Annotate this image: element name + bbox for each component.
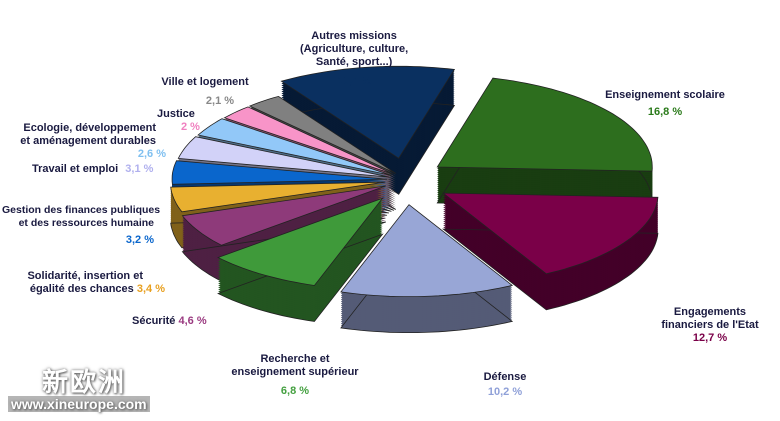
label-text: Ecologie, développement <box>23 122 156 134</box>
watermark-logo: 新欧洲 <box>42 367 127 397</box>
value-label: 2,6 % <box>137 148 166 160</box>
label-travail: Travail et emploi 3,1 % <box>32 163 153 176</box>
label-text: Solidarité, insertion et <box>27 270 143 282</box>
label-autres: Autres missions (Agriculture, culture, S… <box>300 30 408 88</box>
slice-top <box>217 197 384 286</box>
value-label: 10,4 % <box>336 75 372 87</box>
value-label: 3,1 % <box>125 163 154 175</box>
watermark: 新欧洲 www.xineurope.com <box>8 368 150 412</box>
slice-top <box>170 181 386 213</box>
value-label: 16,8 % <box>647 106 683 118</box>
label-text: et aménagement durables <box>20 135 156 147</box>
slice-side-edge <box>441 228 659 311</box>
slice-side-edge <box>170 217 386 249</box>
slice-top <box>197 118 392 176</box>
label-text: Engagements <box>673 306 747 318</box>
slice-top <box>181 185 386 246</box>
label-line: égalité des chances 3,4 % <box>20 283 165 296</box>
label-text: Sécurité <box>132 315 176 327</box>
label-engagements: Engagements financiers de l'Etat 12,7 % <box>650 306 770 345</box>
label-ville: Ville et logement 2,1 % <box>150 76 260 108</box>
slice-top <box>280 65 456 159</box>
slice-side-edge <box>217 233 384 322</box>
watermark-url: www.xineurope.com <box>8 396 150 412</box>
slice-top <box>340 204 514 297</box>
label-text: Santé, sport...) <box>315 56 393 68</box>
label-text: financiers de l'Etat <box>661 319 759 331</box>
value-label: 3,2 % <box>125 234 154 246</box>
label-text: Recherche et <box>260 353 330 365</box>
pie-slice <box>217 197 384 322</box>
label-text: Autres missions <box>311 30 397 42</box>
label-solidarite: Solidarité, insertion et égalité des cha… <box>20 270 165 296</box>
value-label: 10,2 % <box>487 386 523 398</box>
label-securite: Sécurité 4,6 % <box>132 315 207 328</box>
slice-top <box>436 77 653 172</box>
slice-top <box>248 95 397 174</box>
slice-top <box>441 192 659 275</box>
label-text: Défense <box>483 371 527 383</box>
label-text: Enseignement scolaire <box>605 89 725 101</box>
label-recherche: Recherche et enseignement supérieur 6,8 … <box>225 353 365 398</box>
value-label: 2,1 % <box>205 95 235 107</box>
value-label: 6,8 % <box>280 385 310 397</box>
slice-top <box>223 106 395 175</box>
label-text: (Agriculture, culture, <box>300 43 409 55</box>
slice-top <box>177 136 389 178</box>
slice-side-edge <box>340 240 514 333</box>
label-text: Justice <box>157 108 195 120</box>
value-label: 3,4 % <box>136 283 165 295</box>
label-enseignement: Enseignement scolaire 16,8 % <box>600 89 730 119</box>
label-defense: Défense 10,2 % <box>470 371 540 399</box>
slice-side-edge <box>181 221 386 282</box>
label-text: et des ressources humaine <box>18 217 154 229</box>
label-ecologie: Ecologie, développement et aménagement d… <box>14 122 166 161</box>
value-label: 2 % <box>181 121 200 133</box>
value-label: 12,7 % <box>692 332 728 344</box>
pie-slice <box>280 65 456 195</box>
pie-slice <box>436 77 653 208</box>
slice-top <box>171 160 388 185</box>
pie-slice <box>340 204 514 333</box>
label-justice: Justice 2 % <box>157 108 200 134</box>
label-text: Travail et emploi <box>32 163 119 175</box>
label-text: égalité des chances <box>29 283 134 295</box>
label-text: Gestion des finances publiques <box>2 204 161 216</box>
label-text: enseignement supérieur <box>231 366 359 378</box>
value-label: 4,6 % <box>178 315 207 327</box>
label-text: Ville et logement <box>161 76 249 88</box>
label-gestion: Gestion des finances publiques et des re… <box>2 204 161 247</box>
pie-slice <box>441 192 659 311</box>
